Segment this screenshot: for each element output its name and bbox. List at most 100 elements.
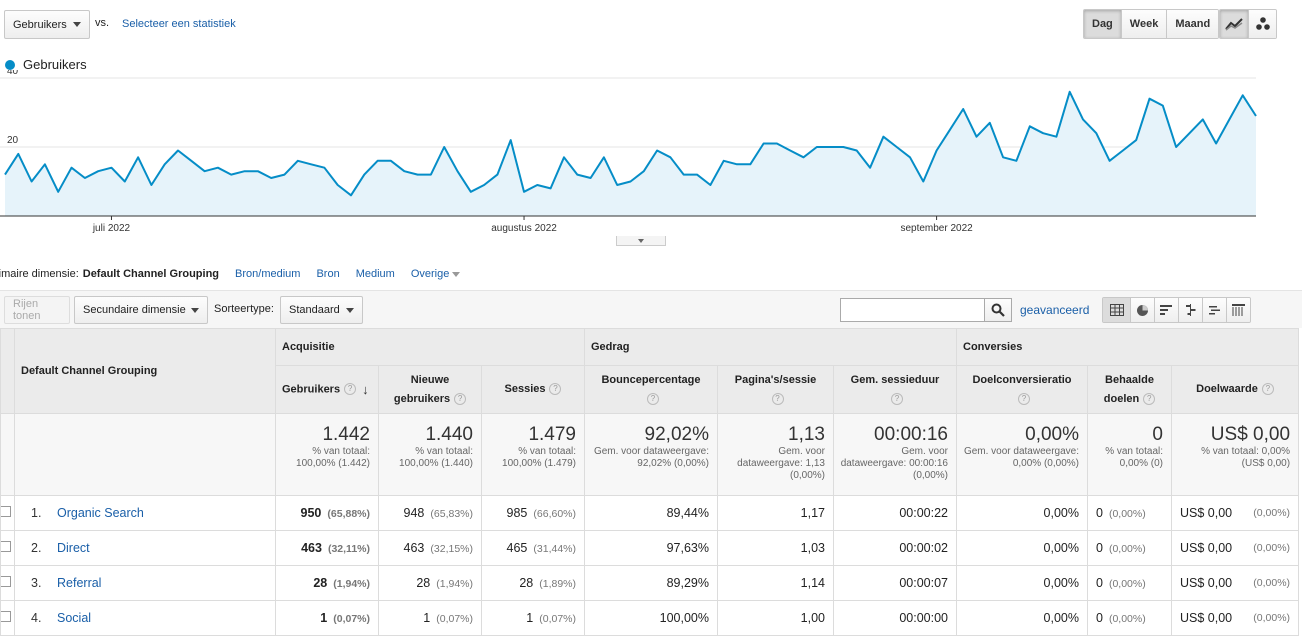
- row-checkbox[interactable]: [1, 506, 11, 517]
- cell-users: 1 (0,07%): [275, 600, 379, 636]
- col-header-avg-duration[interactable]: Gem. sessieduur?: [833, 365, 957, 414]
- channel-link[interactable]: Direct: [57, 541, 90, 555]
- total-sub: % van totaal: 0,00% (0): [1105, 446, 1163, 469]
- cell-duration: 00:00:22: [833, 495, 957, 531]
- channel-link[interactable]: Social: [57, 611, 92, 625]
- motion-chart-icon[interactable]: [1248, 10, 1276, 38]
- col-header-goals[interactable]: Behaalde doelen?: [1087, 365, 1172, 414]
- col-header-new-users[interactable]: Nieuwe gebruikers?: [378, 365, 482, 414]
- help-icon[interactable]: ?: [1261, 383, 1274, 396]
- table-search-input[interactable]: [840, 298, 985, 322]
- help-icon[interactable]: ?: [549, 383, 562, 396]
- cell-pages: 1,00: [717, 600, 834, 636]
- vs-label: vs.: [95, 17, 110, 29]
- y-tick-label: 20: [7, 135, 19, 146]
- cell-pct: (0,07%): [333, 613, 370, 625]
- x-month-label: juli 2022: [92, 223, 131, 234]
- col-header-sessions[interactable]: Sessies?: [481, 365, 585, 414]
- cell-value: 1: [423, 611, 431, 625]
- col-header-new-users-label: Nieuwe gebruikers: [393, 373, 451, 405]
- pie-view-icon[interactable]: [1130, 298, 1154, 322]
- total-value: 0: [1152, 424, 1163, 445]
- help-icon[interactable]: ?: [891, 392, 903, 405]
- cell-pct: (1,94%): [333, 578, 370, 590]
- cell-conv: 0,00%: [956, 495, 1088, 531]
- channel-link[interactable]: Organic Search: [57, 506, 144, 520]
- help-icon[interactable]: ?: [344, 383, 357, 396]
- cell-goals: 0 (0,00%): [1087, 530, 1172, 566]
- search-icon[interactable]: [984, 298, 1012, 322]
- row-index: 1.: [31, 506, 42, 520]
- secondary-dimension-label: Secundaire dimensie: [83, 304, 186, 316]
- sort-desc-icon: ↓: [362, 381, 369, 397]
- cell-new: 28 (1,94%): [378, 565, 482, 601]
- line-chart-icon[interactable]: [1220, 10, 1248, 38]
- help-icon[interactable]: ?: [454, 392, 467, 405]
- channel-link[interactable]: Referral: [57, 576, 102, 590]
- total-users: 1.442% van totaal: 100,00% (1.442): [275, 413, 379, 496]
- sort-type-select[interactable]: Standaard: [280, 296, 363, 324]
- cell-goals: 0 (0,00%): [1087, 495, 1172, 531]
- col-header-users[interactable]: Gebruikers? ↓: [275, 365, 379, 414]
- cell-value: 0: [1096, 611, 1103, 625]
- col-header-goal-value[interactable]: Doelwaarde?: [1170, 365, 1300, 414]
- period-day-button[interactable]: Dag: [1084, 10, 1121, 38]
- comparison-view-icon[interactable]: [1178, 298, 1202, 322]
- col-header-bounce[interactable]: Bouncepercentage?: [584, 365, 718, 414]
- metric-select[interactable]: Gebruikers: [4, 10, 90, 39]
- row-checkbox[interactable]: [1, 611, 11, 622]
- period-toggle: Dag Week Maand: [1083, 9, 1220, 39]
- cell-channel: 4. Social: [14, 600, 276, 636]
- col-header-goal-conversion[interactable]: Doelconversieratio?: [956, 365, 1088, 414]
- term-cloud-view-icon[interactable]: [1202, 298, 1226, 322]
- pivot-view-icon[interactable]: [1226, 298, 1250, 322]
- series-line: [4, 90, 1257, 197]
- table-row: 1. Organic Search 950 (65,88%) 948 (65,83%) 98…: [0, 495, 1300, 531]
- period-month-button[interactable]: Maand: [1166, 10, 1219, 38]
- dimension-link-source-medium[interactable]: Bron/medium: [235, 268, 301, 280]
- cell-goals: 0 (0,00%): [1087, 565, 1172, 601]
- table-row: 4. Social 1 (0,07%) 1 (0,07%) 1 (0,07%) 100,00% 1…: [0, 600, 1300, 636]
- help-icon[interactable]: ?: [1018, 392, 1030, 405]
- dimension-link-source[interactable]: Bron: [316, 268, 340, 280]
- cell-new: 948 (65,83%): [378, 495, 482, 531]
- row-checkbox[interactable]: [1, 576, 11, 587]
- x-month-label: augustus 2022: [491, 223, 557, 234]
- cell-value: 465: [506, 541, 528, 555]
- select-stat-link[interactable]: Selecteer een statistiek: [122, 18, 236, 30]
- table-view-icon[interactable]: [1103, 298, 1130, 322]
- advanced-filter-link[interactable]: geavanceerd: [1020, 303, 1090, 317]
- cell-value-col: US$ 0,00 (0,00%): [1170, 600, 1300, 636]
- cell-value: 950: [300, 506, 322, 520]
- cell-value: 1: [526, 611, 534, 625]
- secondary-dimension-select[interactable]: Secundaire dimensie: [74, 296, 208, 324]
- chart-legend: Gebruikers: [5, 57, 87, 72]
- cell-pages: 1,14: [717, 565, 834, 601]
- dimension-column-header[interactable]: Default Channel Grouping: [14, 328, 276, 414]
- cell-pct: (0,00%): [1253, 507, 1291, 519]
- total-sub: Gem. voor dataweergave: 0,00% (0,00%): [963, 446, 1079, 469]
- chart-type-toggle: [1219, 9, 1277, 39]
- show-rows-button[interactable]: Rijen tonen: [4, 296, 70, 324]
- col-header-pages-per-session[interactable]: Pagina's/sessie?: [717, 365, 834, 414]
- help-icon[interactable]: ?: [1143, 392, 1156, 405]
- cell-value-col: US$ 0,00 (0,00%): [1170, 495, 1300, 531]
- dimension-link-other[interactable]: Overige: [411, 268, 461, 280]
- cell-pct: (32,15%): [430, 543, 473, 555]
- performance-view-icon[interactable]: [1154, 298, 1178, 322]
- period-week-button[interactable]: Week: [1120, 10, 1167, 38]
- total-sub: Gem. voor dataweergave: 1,13 (0,00%): [737, 446, 825, 481]
- help-icon[interactable]: ?: [771, 392, 784, 405]
- row-checkbox[interactable]: [1, 541, 11, 552]
- help-icon[interactable]: ?: [647, 392, 659, 405]
- cell-new: 463 (32,15%): [378, 530, 482, 566]
- cell-conv: 0,00%: [956, 530, 1088, 566]
- series-area: [5, 91, 1256, 216]
- cell-value: 0: [1096, 576, 1103, 590]
- dimension-link-medium[interactable]: Medium: [355, 268, 395, 280]
- col-header-duration-label: Gem. sessieduur: [850, 373, 940, 386]
- users-chart[interactable]: 20 40 juli 2022 augustus 2022 september 2022: [0, 70, 1260, 238]
- cell-bounce: 89,29%: [584, 565, 718, 601]
- chart-collapse-toggle[interactable]: [616, 236, 666, 246]
- total-sub: % van totaal: 0,00% (US$ 0,00): [1201, 446, 1291, 469]
